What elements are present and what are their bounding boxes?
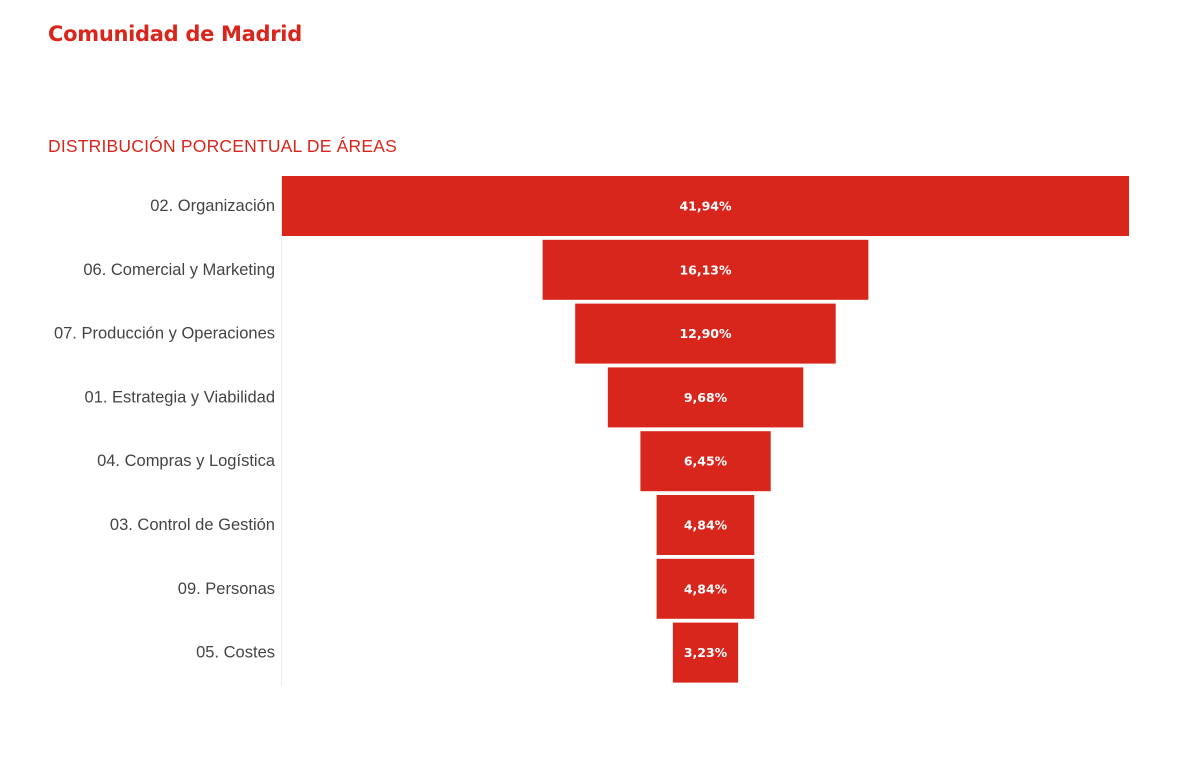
category-label: 05. Costes xyxy=(196,644,275,662)
category-label: 09. Personas xyxy=(178,580,275,598)
funnel-bar[interactable] xyxy=(656,495,755,555)
funnel-bar[interactable] xyxy=(542,239,869,300)
category-label: 02. Organización xyxy=(150,197,275,215)
category-label: 03. Control de Gestión xyxy=(110,516,275,534)
funnel-bar[interactable] xyxy=(656,558,755,619)
funnel-bar[interactable] xyxy=(575,303,836,364)
funnel-bar[interactable] xyxy=(672,622,739,683)
data-label: 3,23% xyxy=(684,645,728,660)
data-label: 4,84% xyxy=(684,581,728,596)
funnel-bar[interactable] xyxy=(607,367,804,428)
chart-title: DISTRIBUCIÓN PORCENTUAL DE ÁREAS xyxy=(48,136,397,156)
category-label: 01. Estrategia y Viabilidad xyxy=(85,388,275,406)
category-label: 06. Comercial y Marketing xyxy=(83,261,275,279)
category-label: 04. Compras y Logística xyxy=(97,452,276,470)
funnel-bar[interactable] xyxy=(282,176,1129,236)
page-title: Comunidad de Madrid xyxy=(48,22,302,46)
data-label: 12,90% xyxy=(679,326,732,341)
data-label: 41,94% xyxy=(679,199,732,214)
category-label: 07. Producción y Operaciones xyxy=(54,325,275,343)
data-label: 16,13% xyxy=(679,262,732,277)
data-label: 9,68% xyxy=(684,390,728,405)
funnel-bar[interactable] xyxy=(640,431,771,492)
data-label: 6,45% xyxy=(684,454,728,469)
data-label: 4,84% xyxy=(684,518,728,533)
